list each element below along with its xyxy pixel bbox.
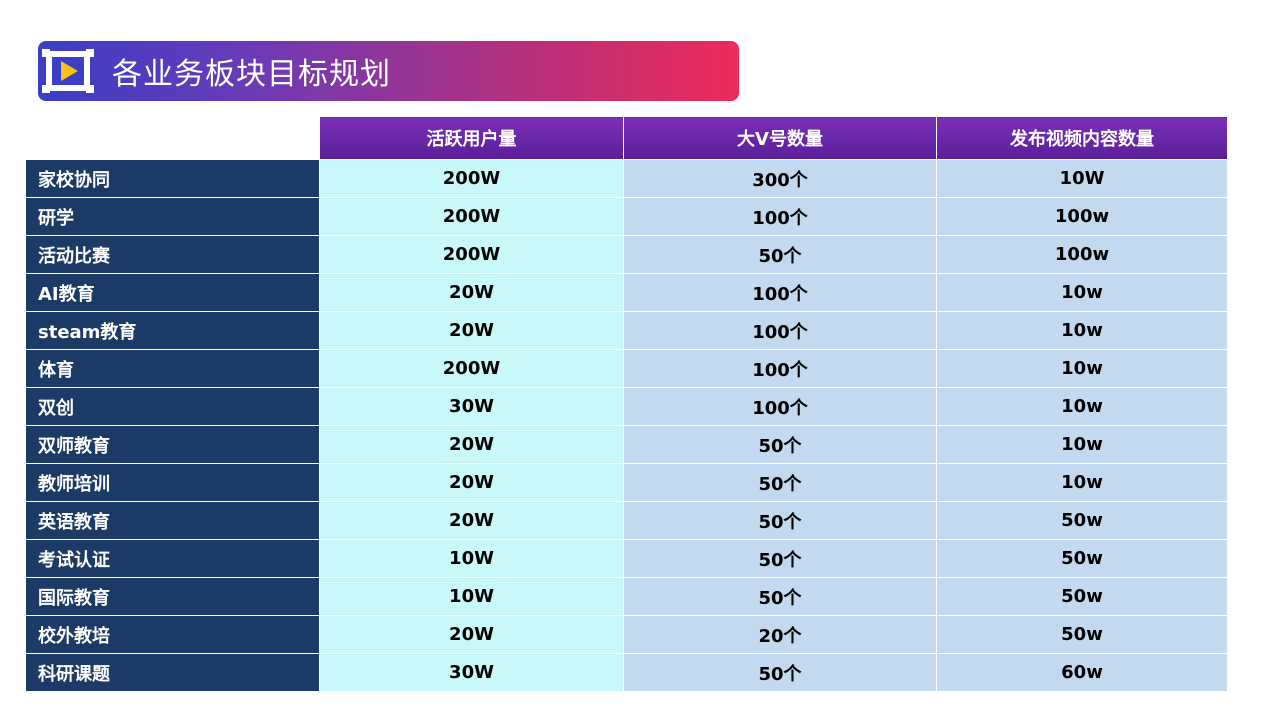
video-count-cell: 50w [936, 615, 1228, 654]
video-count-cell: 10w [936, 463, 1228, 502]
bigv-count-cell: 50个 [623, 539, 937, 578]
table-row: 英语教育 20W 50个 50w [25, 501, 1228, 540]
video-count-cell: 10w [936, 311, 1228, 350]
target-table: 活跃用户量 大V号数量 发布视频内容数量 家校协同 200W 300个 10W 研学 20… [25, 116, 1228, 692]
video-count-cell: 50w [936, 539, 1228, 578]
active-users-cell: 200W [319, 235, 624, 274]
header-bigv-count: 大V号数量 [623, 116, 937, 160]
row-label: 教师培训 [25, 463, 320, 502]
row-label: 双创 [25, 387, 320, 426]
table-row: 国际教育 10W 50个 50w [25, 577, 1228, 616]
video-count-cell: 100w [936, 197, 1228, 236]
table-row: 校外教培 20W 20个 50w [25, 615, 1228, 654]
table-row: 教师培训 20W 50个 10w [25, 463, 1228, 502]
active-users-cell: 200W [319, 159, 624, 198]
bigv-count-cell: 20个 [623, 615, 937, 654]
row-label: 校外教培 [25, 615, 320, 654]
active-users-cell: 30W [319, 653, 624, 692]
table-row: 双师教育 20W 50个 10w [25, 425, 1228, 464]
video-count-cell: 10w [936, 387, 1228, 426]
active-users-cell: 10W [319, 539, 624, 578]
row-label: AI教育 [25, 273, 320, 312]
active-users-cell: 20W [319, 425, 624, 464]
header-blank-cell [25, 116, 320, 160]
bigv-count-cell: 100个 [623, 273, 937, 312]
table-row: 活动比赛 200W 50个 100w [25, 235, 1228, 274]
row-label: 家校协同 [25, 159, 320, 198]
bigv-count-cell: 50个 [623, 653, 937, 692]
row-label: 活动比赛 [25, 235, 320, 274]
table-row: 研学 200W 100个 100w [25, 197, 1228, 236]
bigv-count-cell: 50个 [623, 463, 937, 502]
table-row: 双创 30W 100个 10w [25, 387, 1228, 426]
row-label: 双师教育 [25, 425, 320, 464]
page-title: 各业务板块目标规划 [112, 57, 391, 92]
title-banner: 各业务板块目标规划 [38, 41, 739, 101]
table-row: 科研课题 30W 50个 60w [25, 653, 1228, 692]
table-row: AI教育 20W 100个 10w [25, 273, 1228, 312]
video-count-cell: 10w [936, 349, 1228, 388]
video-count-cell: 10W [936, 159, 1228, 198]
active-users-cell: 20W [319, 615, 624, 654]
video-count-cell: 10w [936, 273, 1228, 312]
bigv-count-cell: 100个 [623, 349, 937, 388]
bigv-count-cell: 50个 [623, 501, 937, 540]
bigv-count-cell: 50个 [623, 577, 937, 616]
bigv-count-cell: 50个 [623, 235, 937, 274]
video-count-cell: 100w [936, 235, 1228, 274]
bigv-count-cell: 100个 [623, 387, 937, 426]
row-label: 研学 [25, 197, 320, 236]
active-users-cell: 200W [319, 349, 624, 388]
video-count-cell: 10w [936, 425, 1228, 464]
active-users-cell: 20W [319, 463, 624, 502]
bigv-count-cell: 300个 [623, 159, 937, 198]
active-users-cell: 20W [319, 273, 624, 312]
active-users-cell: 10W [319, 577, 624, 616]
header-active-users: 活跃用户量 [319, 116, 624, 160]
table-row: 考试认证 10W 50个 50w [25, 539, 1228, 578]
row-label: 英语教育 [25, 501, 320, 540]
row-label: 考试认证 [25, 539, 320, 578]
table-row: 体育 200W 100个 10w [25, 349, 1228, 388]
play-logo-icon [42, 45, 94, 97]
bigv-count-cell: 50个 [623, 425, 937, 464]
active-users-cell: 30W [319, 387, 624, 426]
row-label: 国际教育 [25, 577, 320, 616]
active-users-cell: 20W [319, 501, 624, 540]
video-count-cell: 60w [936, 653, 1228, 692]
row-label: 体育 [25, 349, 320, 388]
active-users-cell: 200W [319, 197, 624, 236]
table-row: steam教育 20W 100个 10w [25, 311, 1228, 350]
header-video-count: 发布视频内容数量 [936, 116, 1228, 160]
video-count-cell: 50w [936, 501, 1228, 540]
video-count-cell: 50w [936, 577, 1228, 616]
table-row: 家校协同 200W 300个 10W [25, 159, 1228, 198]
active-users-cell: 20W [319, 311, 624, 350]
row-label: 科研课题 [25, 653, 320, 692]
row-label: steam教育 [25, 311, 320, 350]
table-header-row: 活跃用户量 大V号数量 发布视频内容数量 [25, 116, 1228, 160]
bigv-count-cell: 100个 [623, 311, 937, 350]
bigv-count-cell: 100个 [623, 197, 937, 236]
